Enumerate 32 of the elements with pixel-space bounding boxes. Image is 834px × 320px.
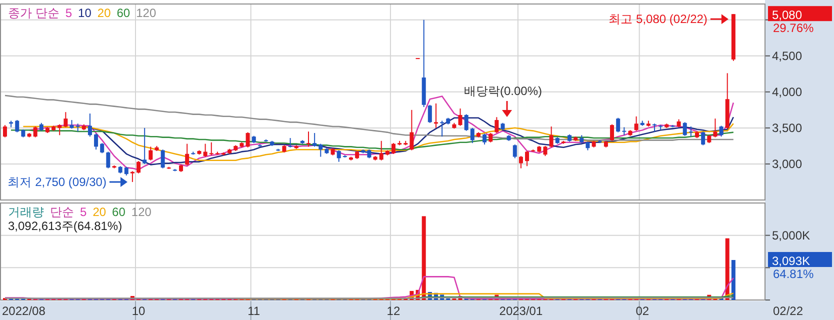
text: 20 (97, 6, 112, 20)
y-tick-label: 5,000K (772, 228, 810, 242)
x-tick-label: 02 (636, 304, 650, 318)
text: 120 (136, 6, 156, 20)
text: 64.81% (773, 266, 814, 281)
annotation: 최저 2,750 (09/30) (8, 174, 106, 189)
text: 20 (92, 205, 106, 219)
text: 5 (65, 6, 72, 20)
x-tick-label: 2023/01 (499, 304, 543, 318)
chart-title: 거래량 (8, 205, 44, 219)
annotation: 최고 5,080 (02/22) (608, 12, 708, 26)
text: 5 (80, 205, 87, 219)
x-tick-label: 10 (132, 304, 146, 318)
x-tick-label: 11 (248, 304, 260, 318)
y-tick-label: 3,093K (772, 254, 810, 268)
legend-title: 종가 단순 (8, 6, 60, 20)
text: 120 (131, 205, 152, 219)
legend-title: 단순 (50, 205, 74, 219)
y-tick-label: 3,500 (772, 120, 802, 135)
text: 10 (78, 6, 92, 20)
y-tick-label: 4,500 (772, 48, 802, 63)
x-tick-label: 12 (386, 304, 400, 318)
text: 60 (112, 205, 126, 219)
y-tick-label: 4,000 (772, 84, 802, 99)
text: 3,092,613주(64.81%) (8, 219, 122, 233)
text: 5,080 (772, 8, 802, 22)
text: 02/22 (773, 304, 804, 318)
text: 60 (116, 6, 130, 20)
x-tick-label: 2022/08 (2, 304, 46, 318)
text: 29.76% (773, 21, 814, 36)
y-tick-label: 3,000 (772, 156, 802, 171)
annotation: 배당락(0.00%) (464, 84, 542, 98)
